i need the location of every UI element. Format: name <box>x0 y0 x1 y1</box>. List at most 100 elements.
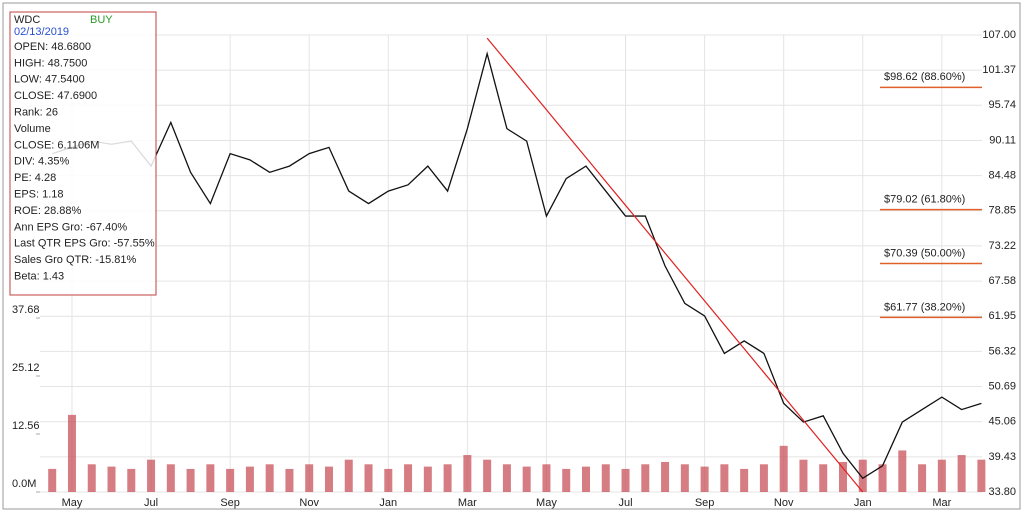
y-tick-label: 45.06 <box>988 416 1016 428</box>
info-line: OPEN: 48.6800 <box>14 41 91 53</box>
volume-bar <box>740 468 749 492</box>
volume-bar <box>858 459 867 492</box>
volume-bar <box>206 464 215 492</box>
y-tick-label: 67.58 <box>988 275 1016 287</box>
x-tick-label: Mar <box>458 497 477 509</box>
volume-bar <box>443 464 452 492</box>
volume-bar <box>186 468 195 492</box>
volume-bar <box>226 468 235 492</box>
volume-bar <box>127 468 136 492</box>
volume-bar <box>404 464 413 492</box>
fib-label: $61.77 (38.20%) <box>884 301 965 313</box>
date: 02/13/2019 <box>14 26 69 38</box>
y-tick-label: 50.69 <box>988 380 1016 392</box>
volume-bar <box>779 445 788 492</box>
y-tick-label: 84.48 <box>988 170 1016 182</box>
info-line: HIGH: 48.7500 <box>14 57 87 69</box>
info-line: Rank: 26 <box>14 107 58 119</box>
fib-label: $79.02 (61.80%) <box>884 194 965 206</box>
info-box: WDC BUY 02/13/2019 OPEN: 48.6800 HIGH: 48… <box>9 11 157 296</box>
x-tick-label: Sep <box>220 497 240 509</box>
volume-bar <box>384 468 393 492</box>
x-tick-label: Mar <box>932 497 951 509</box>
volume-bar <box>661 461 670 492</box>
x-tick-label: Jan <box>854 497 872 509</box>
volume-bar <box>107 466 116 492</box>
y2-tick-label: 25.12 <box>12 362 40 374</box>
volume-bar <box>48 468 57 492</box>
x-tick-label: May <box>536 497 557 509</box>
marks: $98.62 (88.60%) $79.02 (61.80%) $70.39 (50… <box>48 37 986 493</box>
volume-bar <box>937 459 946 492</box>
volume-bar <box>977 459 986 492</box>
volume-bar <box>166 464 175 492</box>
trend-line <box>486 37 864 493</box>
info-line: CLOSE: 6.1106M <box>14 139 99 151</box>
info-line: Last QTR EPS Gro: -57.55% <box>14 238 155 250</box>
volume-bar <box>305 464 314 492</box>
info-line: ROE: 28.88% <box>14 205 81 217</box>
volume-bar <box>621 468 630 492</box>
volume-bar <box>324 466 333 492</box>
info-line: DIV: 4.35% <box>14 156 69 168</box>
y-tick-label: 73.22 <box>988 240 1016 252</box>
x-tick-label: May <box>62 497 83 509</box>
signal: BUY <box>90 14 113 26</box>
fib-label: $98.62 (88.60%) <box>884 71 965 83</box>
x-tick-label: Jul <box>618 497 632 509</box>
volume-bar <box>898 450 907 492</box>
y-tick-label: 95.74 <box>988 99 1016 111</box>
volume-bar <box>680 464 689 492</box>
volume-bar <box>957 455 966 492</box>
y-tick-label: 78.85 <box>988 205 1016 217</box>
volume-bar <box>799 459 808 492</box>
y2-tick-label: 12.56 <box>12 420 40 432</box>
volume-bar <box>483 459 492 492</box>
fib-label: $70.39 (50.00%) <box>884 247 965 259</box>
x-tick-label: Jul <box>144 497 158 509</box>
ticker: WDC <box>14 14 40 26</box>
volume-bar <box>581 466 590 492</box>
info-line: EPS: 1.18 <box>14 189 64 201</box>
volume-bar <box>918 464 927 492</box>
volume-bar <box>641 464 650 492</box>
x-tick-label: Nov <box>299 497 319 509</box>
price-line <box>52 51 982 480</box>
y2-tick-label: 37.68 <box>12 304 40 316</box>
y-tick-label: 107.00 <box>982 29 1016 41</box>
volume-bar <box>463 455 472 492</box>
info-line: CLOSE: 47.6900 <box>14 90 97 102</box>
volume-bar <box>601 464 610 492</box>
volume-bar <box>502 464 511 492</box>
info-line: Beta: 1.43 <box>14 271 64 283</box>
y-tick-label: 33.80 <box>988 486 1016 498</box>
y-tick-label: 56.32 <box>988 345 1016 357</box>
volume-bar <box>839 461 847 492</box>
volume-bar <box>878 464 887 492</box>
volume-bar <box>147 459 156 492</box>
volume-bar <box>87 464 96 492</box>
info-line: LOW: 47.5400 <box>14 74 85 86</box>
volume-bar <box>522 466 531 492</box>
y-tick-label: 90.11 <box>989 134 1016 146</box>
y-tick-label: 101.37 <box>982 64 1016 76</box>
x-tick-label: Sep <box>695 497 715 509</box>
volume-bar <box>542 464 551 492</box>
y-tick-label: 39.43 <box>988 451 1016 463</box>
info-line: Sales Gro QTR: -15.81% <box>14 254 136 266</box>
volume-bar <box>700 466 709 492</box>
info-line: Volume <box>14 123 51 135</box>
volume-bar <box>423 466 432 492</box>
x-tick-label: Jan <box>379 497 397 509</box>
info-frame <box>9 11 157 296</box>
volume-bar <box>364 464 373 492</box>
volume-bar <box>344 459 353 492</box>
volume-bar <box>67 414 76 492</box>
y2-tick-label: 0.0M <box>12 478 36 490</box>
x-tick-label: Nov <box>774 497 794 509</box>
volume-bar <box>562 468 571 492</box>
info-line: Ann EPS Gro: -67.40% <box>14 221 127 233</box>
volume-bar <box>759 464 768 492</box>
volume-bar <box>819 464 828 492</box>
